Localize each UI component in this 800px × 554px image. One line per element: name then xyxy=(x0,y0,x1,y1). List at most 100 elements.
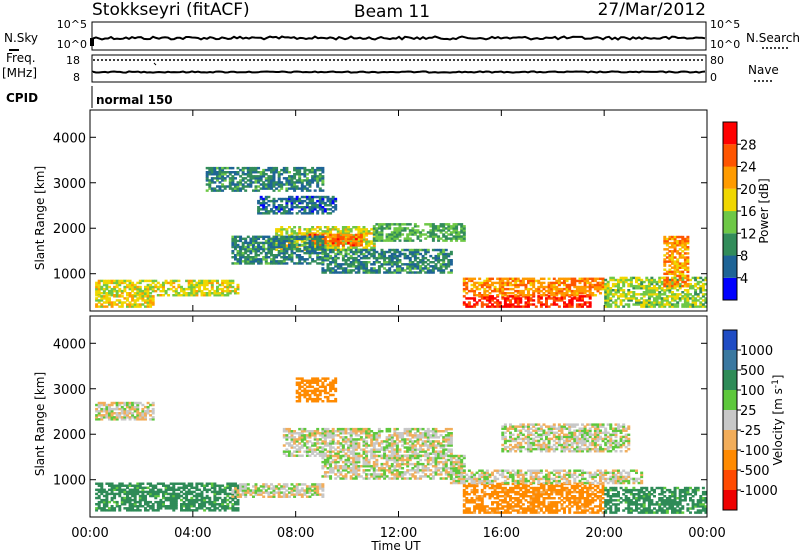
data-cell xyxy=(293,247,297,251)
data-cell xyxy=(131,283,135,287)
data-cell xyxy=(123,496,127,500)
data-cell xyxy=(552,281,556,285)
data-cell xyxy=(352,440,356,443)
data-cell xyxy=(563,294,566,297)
data-cell xyxy=(102,488,106,492)
data-cell xyxy=(162,287,165,291)
data-cell xyxy=(208,482,212,485)
data-cell xyxy=(285,249,289,253)
data-cell xyxy=(275,245,279,249)
data-cell xyxy=(408,267,412,270)
data-cell xyxy=(300,235,304,239)
data-cell xyxy=(336,434,340,437)
data-cell xyxy=(606,305,610,308)
data-cell xyxy=(282,430,286,433)
data-cell xyxy=(560,299,564,302)
data-cell xyxy=(640,293,644,296)
data-cell xyxy=(138,486,142,490)
data-cell xyxy=(365,267,369,270)
data-cell xyxy=(331,271,335,274)
data-cell xyxy=(108,410,111,413)
data-cell xyxy=(213,189,217,192)
data-cell xyxy=(136,289,140,293)
data-cell xyxy=(151,285,155,289)
data-cell xyxy=(419,267,423,270)
data-cell xyxy=(581,287,584,291)
data-cell xyxy=(568,289,572,293)
data-cell xyxy=(144,509,147,512)
data-cell xyxy=(671,235,674,239)
data-cell xyxy=(635,280,638,284)
data-cell xyxy=(108,297,111,300)
data-cell xyxy=(663,264,667,267)
data-cell xyxy=(678,262,682,265)
data-cell xyxy=(300,444,304,447)
data-cell xyxy=(236,243,240,247)
data-cell xyxy=(144,498,147,502)
data-cell xyxy=(218,503,222,506)
data-cell xyxy=(424,233,428,236)
power-heatmap xyxy=(95,166,708,308)
data-cell xyxy=(503,301,507,304)
data-cell xyxy=(375,229,379,232)
data-cell xyxy=(393,231,397,234)
data-cell xyxy=(642,303,646,306)
data-cell xyxy=(203,281,207,285)
data-cell xyxy=(305,487,309,490)
data-cell xyxy=(231,177,235,180)
data-cell xyxy=(336,267,340,270)
data-cell xyxy=(295,254,299,257)
data-cell xyxy=(383,252,387,256)
data-cell xyxy=(198,289,201,293)
data-cell xyxy=(419,248,423,252)
data-cell xyxy=(185,486,189,490)
data-cell xyxy=(599,281,602,285)
data-cell xyxy=(375,235,379,238)
data-cell xyxy=(293,199,297,203)
data-cell xyxy=(676,274,680,278)
data-cell xyxy=(694,297,698,300)
data-cell xyxy=(257,171,261,174)
data-cell xyxy=(180,507,183,510)
data-cell xyxy=(311,226,315,229)
data-cell xyxy=(149,299,153,302)
data-cell xyxy=(123,301,127,304)
data-cell xyxy=(339,237,343,241)
data-cell xyxy=(141,403,145,407)
data-cell xyxy=(449,259,453,262)
data-cell xyxy=(252,495,255,498)
data-cell xyxy=(624,276,628,280)
data-cell xyxy=(424,248,428,252)
data-cell xyxy=(246,489,250,492)
data-cell xyxy=(208,181,212,184)
data-cell xyxy=(668,264,672,267)
data-cell xyxy=(239,245,243,249)
data-cell xyxy=(174,292,178,295)
data-cell xyxy=(190,492,194,496)
data-cell xyxy=(108,412,111,415)
data-cell xyxy=(272,260,276,263)
data-cell xyxy=(496,281,500,285)
data-cell xyxy=(565,283,569,287)
data-cell xyxy=(198,285,201,289)
data-cell xyxy=(167,484,171,487)
data-cell xyxy=(308,385,312,389)
data-cell xyxy=(257,235,261,239)
colorbar-tick-label: 28 xyxy=(740,138,757,153)
data-cell xyxy=(102,292,106,295)
data-cell xyxy=(344,269,348,272)
data-cell xyxy=(434,225,438,228)
data-cell xyxy=(329,232,333,235)
data-cell xyxy=(611,295,615,298)
data-cell xyxy=(303,436,307,439)
data-cell xyxy=(303,206,307,209)
data-cell xyxy=(146,305,150,308)
data-cell xyxy=(575,299,579,302)
data-cell xyxy=(239,247,243,251)
nsky-tick-right-top: 10^5 xyxy=(710,18,740,31)
data-cell xyxy=(311,397,315,401)
data-cell xyxy=(187,281,191,285)
data-cell xyxy=(264,201,268,205)
data-cell xyxy=(311,391,315,395)
data-cell xyxy=(686,266,690,269)
